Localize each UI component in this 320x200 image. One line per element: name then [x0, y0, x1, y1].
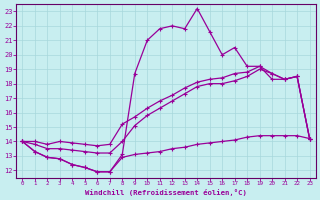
X-axis label: Windchill (Refroidissement éolien,°C): Windchill (Refroidissement éolien,°C): [85, 189, 247, 196]
